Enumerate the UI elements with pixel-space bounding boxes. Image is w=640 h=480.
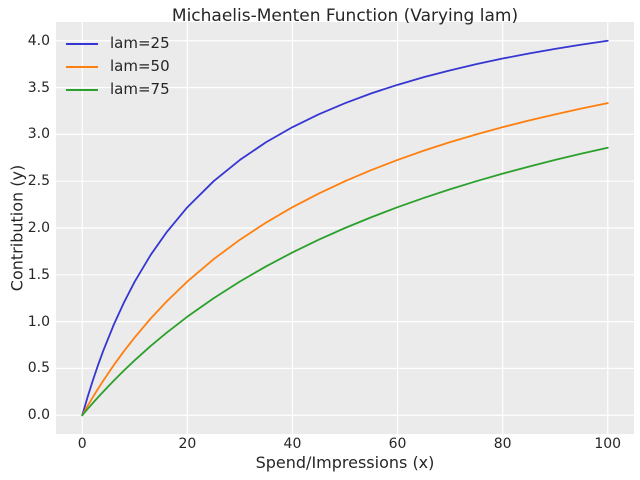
y-tick-label: 2.5 xyxy=(27,173,50,190)
legend-line-icon xyxy=(66,88,98,91)
chart-title: Michaelis-Menten Function (Varying lam) xyxy=(171,6,519,26)
legend-item-lam=25: lam=25 xyxy=(66,32,170,55)
series-line-lam=75 xyxy=(81,146,609,417)
y-tick-label: 3.0 xyxy=(27,126,50,143)
y-tick-label: 1.5 xyxy=(27,266,50,283)
y-tick-label: 2.0 xyxy=(27,220,50,236)
y-tick-label: 0.0 xyxy=(27,407,50,424)
legend-label: lam=75 xyxy=(110,80,170,98)
y-tick-label: 4.0 xyxy=(27,32,50,49)
x-axis-label: Spend/Impressions (x) xyxy=(255,453,435,472)
x-tick-label: 80 xyxy=(493,436,512,452)
legend-label: lam=50 xyxy=(110,57,170,75)
series-line-lam=25 xyxy=(81,39,609,417)
legend: lam=25 lam=50 lam=75 xyxy=(66,32,170,101)
y-tick-label: 1.0 xyxy=(27,313,50,330)
y-tick-label: 3.5 xyxy=(27,79,50,96)
series-line-lam=50 xyxy=(81,102,609,417)
legend-line-icon xyxy=(66,42,98,45)
y-tick-label: 0.5 xyxy=(27,360,50,377)
x-tick-label: 40 xyxy=(283,436,302,452)
x-tick-label: 20 xyxy=(178,436,197,452)
x-tick-label: 100 xyxy=(594,436,622,452)
legend-label: lam=25 xyxy=(110,34,170,52)
x-tick-label: 60 xyxy=(388,436,407,452)
x-tick-label: 0 xyxy=(77,436,87,452)
legend-item-lam=75: lam=75 xyxy=(66,78,170,101)
legend-line-icon xyxy=(66,65,98,68)
legend-item-lam=50: lam=50 xyxy=(66,55,170,78)
